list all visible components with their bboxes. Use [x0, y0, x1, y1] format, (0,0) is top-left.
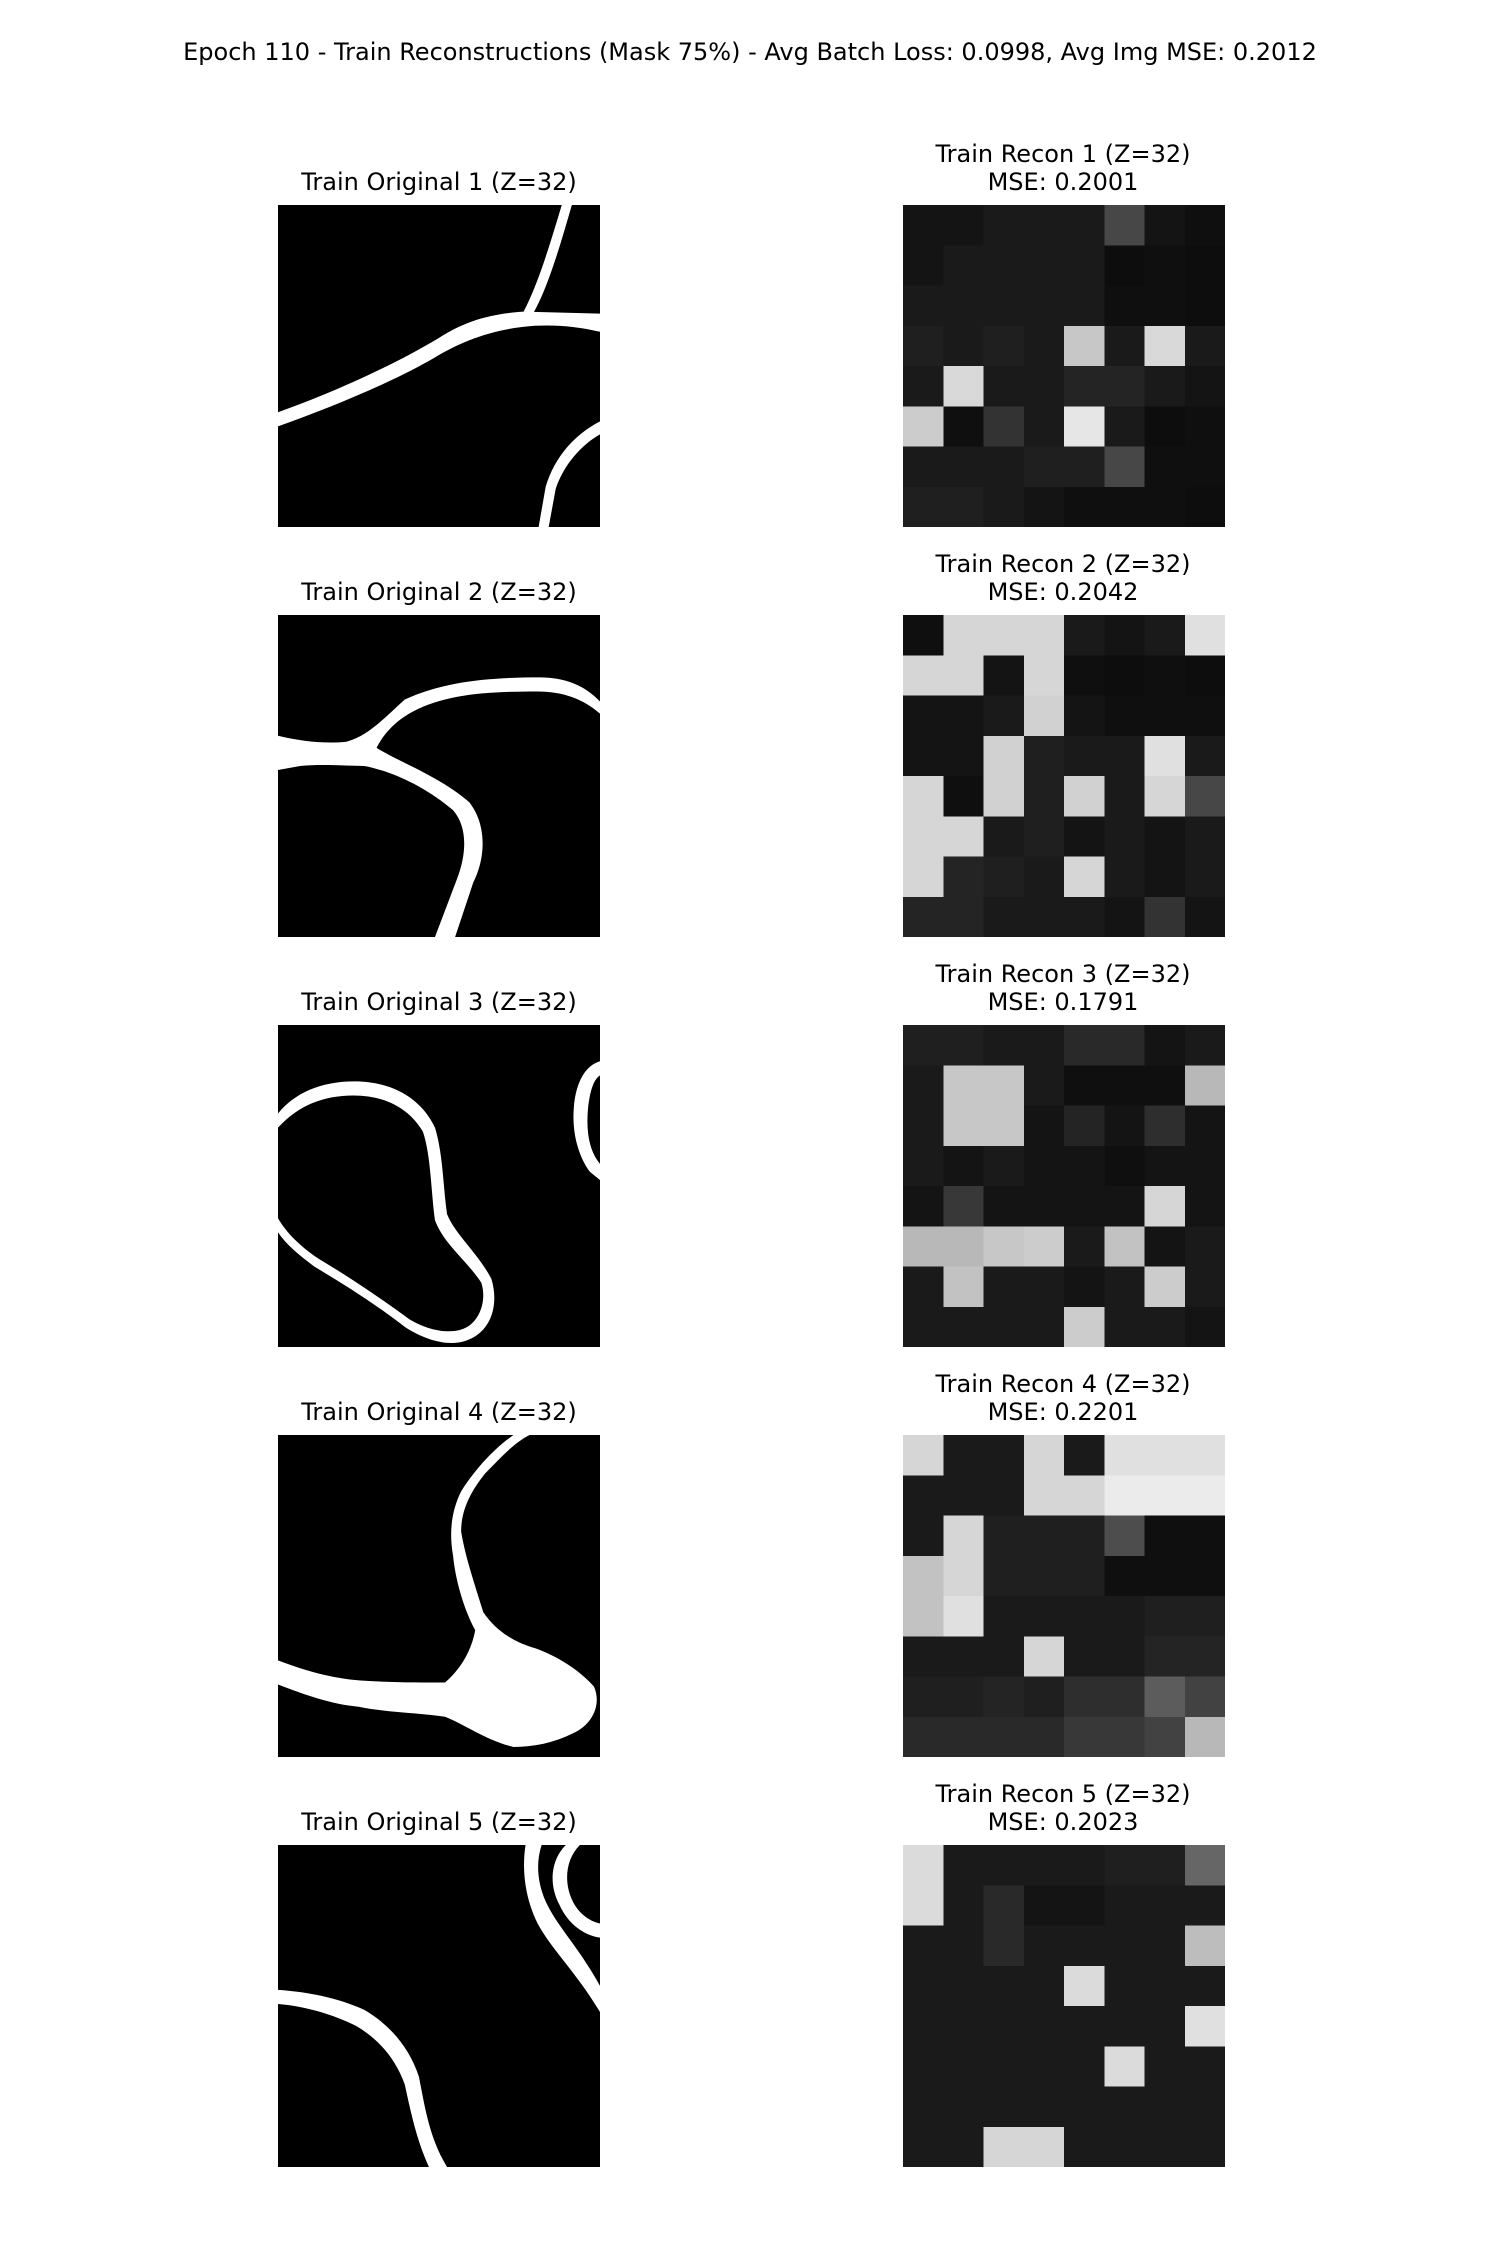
- original-image-3: [278, 1025, 600, 1347]
- original-image-1: [278, 205, 600, 527]
- recon-image-2: [903, 615, 1225, 937]
- recon-image-3: [903, 1025, 1225, 1347]
- recon-mse-3: MSE: 0.1791: [987, 988, 1139, 1016]
- recon-title-5: Train Recon 5 (Z=32): [935, 1780, 1191, 1808]
- recon-image-4: [903, 1435, 1225, 1757]
- recon-title-1: Train Recon 1 (Z=32): [935, 140, 1191, 168]
- recon-title-4: Train Recon 4 (Z=32): [935, 1370, 1191, 1398]
- original-image-2: [278, 615, 600, 937]
- recon-image-1: [903, 205, 1225, 527]
- original-title-2: Train Original 2 (Z=32): [301, 578, 577, 606]
- figure-title: Epoch 110 - Train Reconstructions (Mask …: [183, 38, 1317, 66]
- recon-image-5: [903, 1845, 1225, 2167]
- recon-mse-2: MSE: 0.2042: [987, 578, 1139, 606]
- recon-mse-4: MSE: 0.2201: [987, 1398, 1139, 1426]
- recon-canvas-1: [903, 205, 1225, 527]
- recon-mse-1: MSE: 0.2001: [987, 168, 1139, 196]
- original-image-4: [278, 1435, 600, 1757]
- original-image-5: [278, 1845, 600, 2167]
- original-title-1: Train Original 1 (Z=32): [301, 168, 577, 196]
- original-title-4: Train Original 4 (Z=32): [301, 1398, 577, 1426]
- recon-canvas-5: [903, 1845, 1225, 2167]
- recon-title-3: Train Recon 3 (Z=32): [935, 960, 1191, 988]
- recon-canvas-3: [903, 1025, 1225, 1347]
- recon-title-2: Train Recon 2 (Z=32): [935, 550, 1191, 578]
- original-title-5: Train Original 5 (Z=32): [301, 1808, 577, 1836]
- original-title-3: Train Original 3 (Z=32): [301, 988, 577, 1016]
- recon-canvas-2: [903, 615, 1225, 937]
- recon-canvas-4: [903, 1435, 1225, 1757]
- recon-mse-5: MSE: 0.2023: [987, 1808, 1139, 1836]
